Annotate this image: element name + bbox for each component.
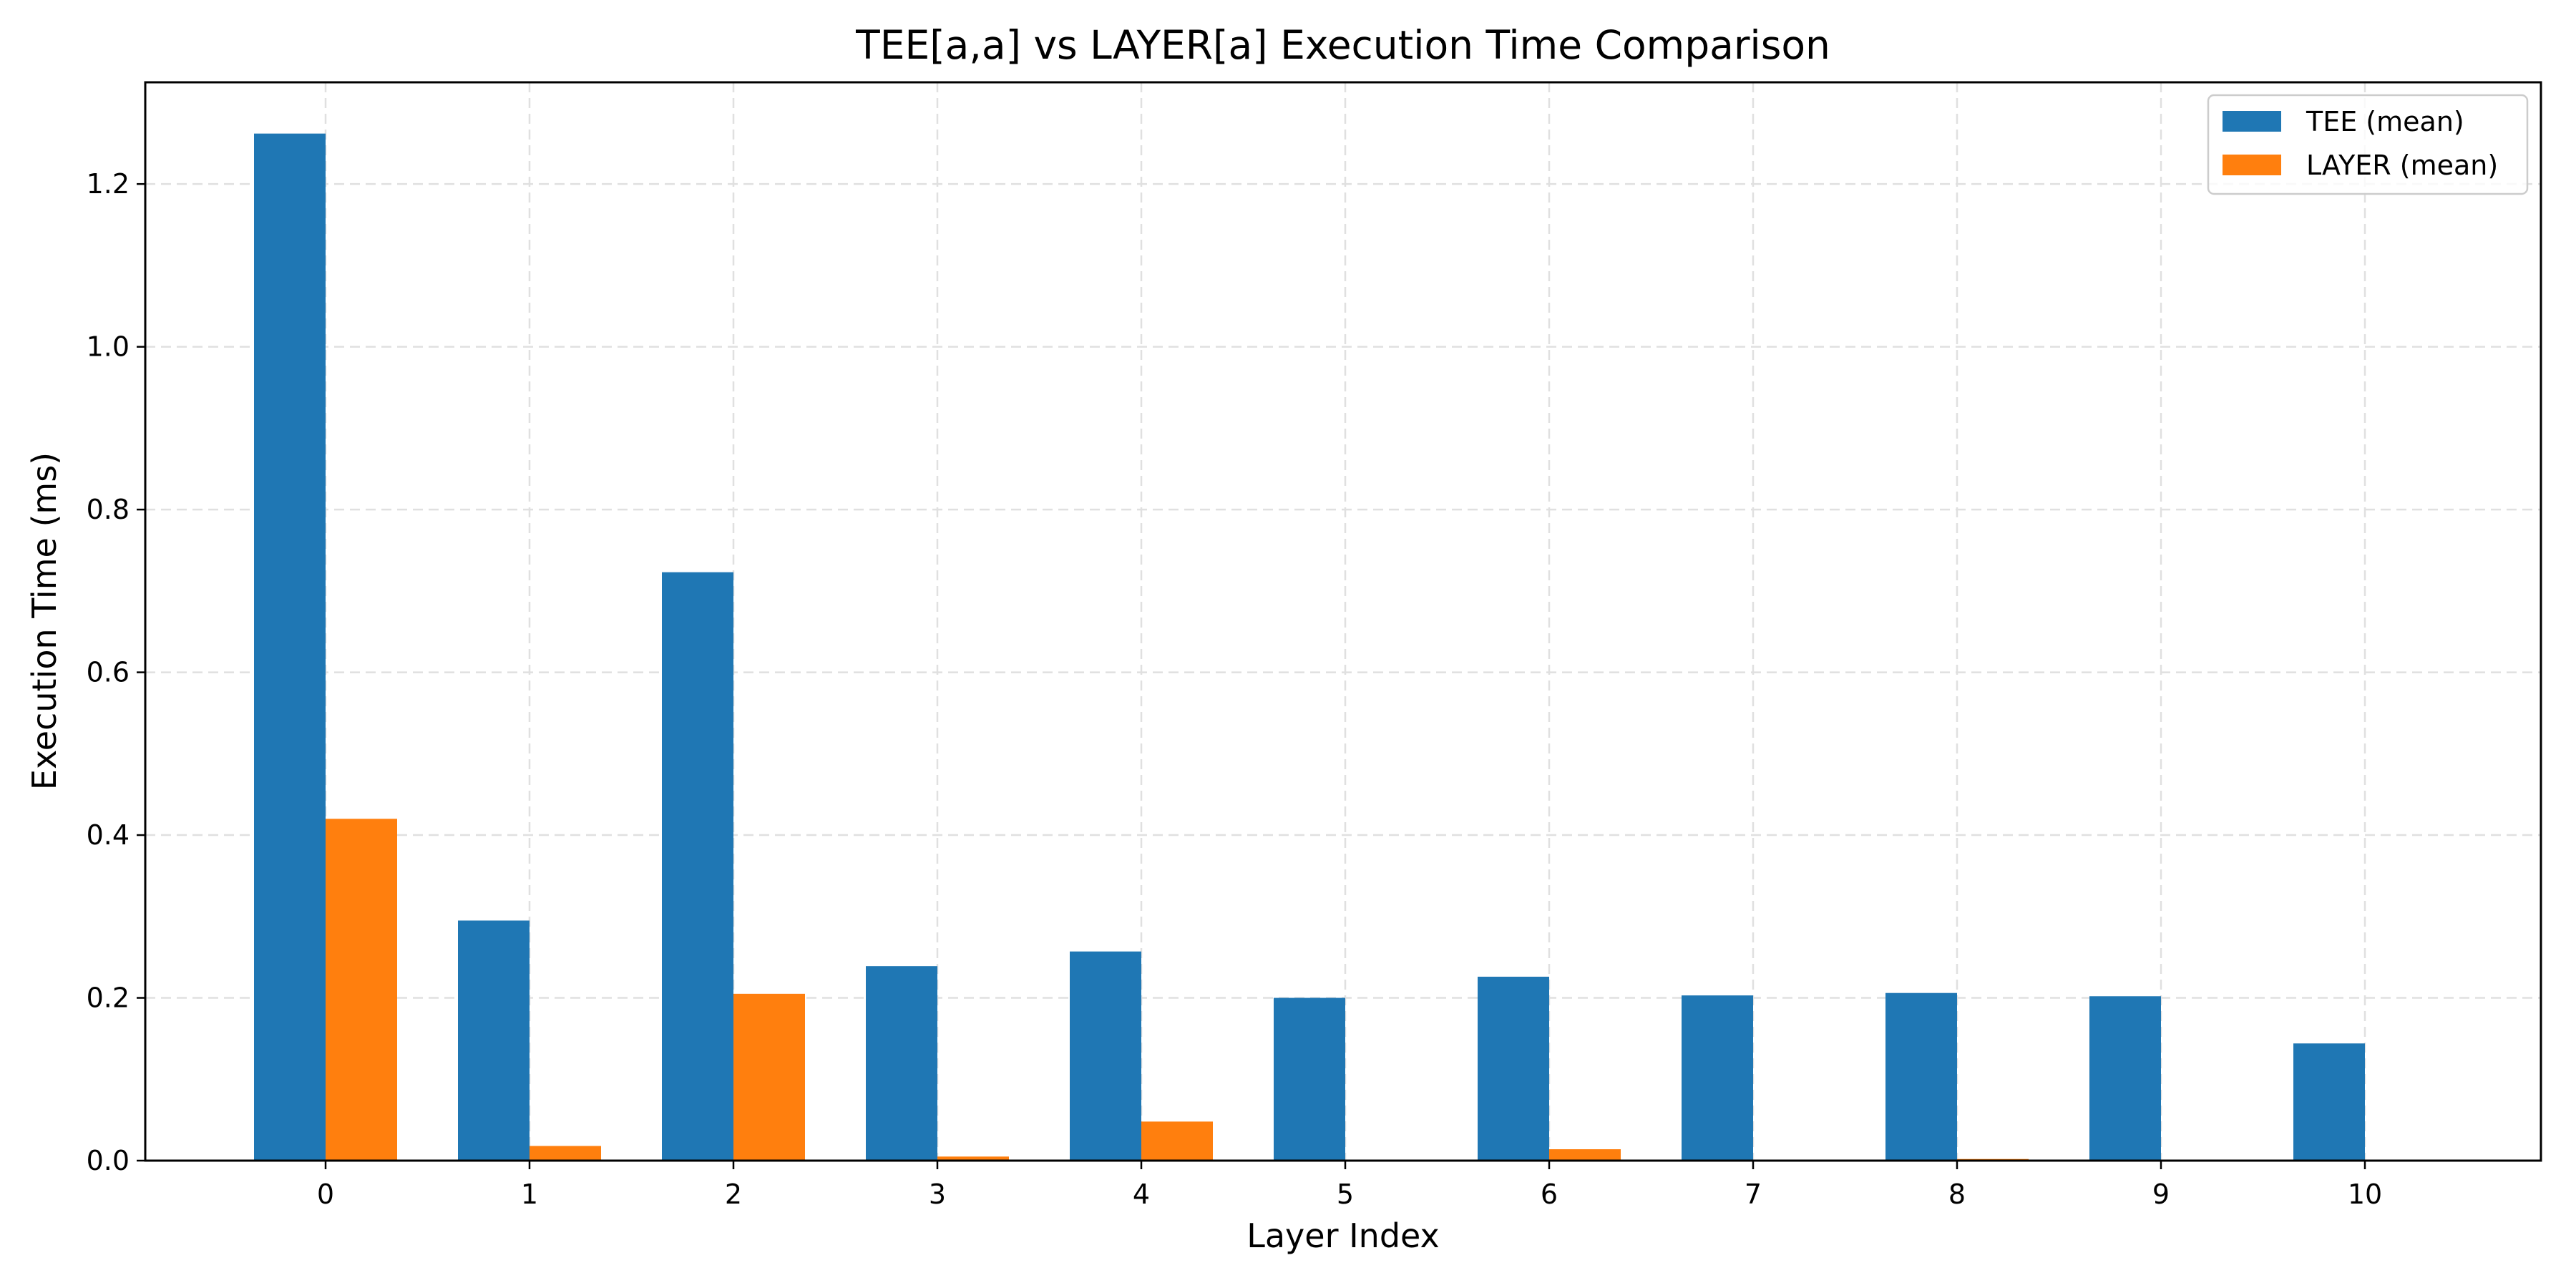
bar-tee — [254, 133, 326, 1161]
y-tick-label: 1.0 — [87, 331, 130, 363]
bar-tee — [458, 920, 530, 1161]
bar-tee — [1682, 995, 1753, 1161]
x-tick-label: 2 — [725, 1179, 742, 1210]
bar-tee — [662, 572, 733, 1161]
x-tick-label: 8 — [1948, 1179, 1966, 1210]
bar-tee — [1885, 992, 1957, 1161]
legend-label-layer: LAYER (mean) — [2306, 150, 2498, 181]
x-tick-label: 0 — [317, 1179, 334, 1210]
x-tick-label: 3 — [929, 1179, 946, 1210]
bar-tee — [2293, 1043, 2365, 1161]
legend-swatch-tee — [2223, 111, 2281, 132]
bars — [254, 133, 2365, 1161]
y-axis-label: Execution Time (ms) — [25, 452, 64, 790]
bar-layer — [530, 1146, 601, 1161]
y-tick-label: 0.2 — [87, 982, 130, 1014]
legend: TEE (mean) LAYER (mean) — [2207, 94, 2529, 195]
bar-tee — [1478, 976, 1549, 1161]
chart-title: TEE[a,a] vs LAYER[a] Execution Time Comp… — [855, 22, 1830, 68]
axis-ticks: 0.0 0.2 0.4 0.6 0.8 1.0 1.2 0 1 2 3 4 5 6 7 8 9 10 — [87, 168, 2383, 1210]
bar-tee — [2089, 996, 2161, 1161]
x-tick-label: 10 — [2348, 1179, 2382, 1210]
x-tick-label: 1 — [521, 1179, 538, 1210]
bar-layer — [937, 1156, 1009, 1161]
y-tick-label: 0.0 — [87, 1145, 130, 1176]
bar-layer — [733, 993, 805, 1161]
bar-tee — [1274, 997, 1345, 1161]
legend-swatch-layer — [2223, 155, 2281, 175]
x-tick-label: 7 — [1745, 1179, 1762, 1210]
x-axis-label: Layer Index — [1246, 1216, 1440, 1255]
bar-tee — [1070, 951, 1141, 1161]
bar-layer — [326, 819, 397, 1161]
bar-tee — [866, 966, 937, 1161]
x-tick-label: 4 — [1133, 1179, 1150, 1210]
y-tick-label: 0.4 — [87, 819, 130, 851]
plot-frame — [144, 81, 2542, 1162]
legend-label-tee: TEE (mean) — [2306, 106, 2464, 137]
y-tick-label: 0.8 — [87, 494, 130, 525]
bar-layer — [1549, 1149, 1621, 1161]
x-tick-label: 6 — [1541, 1179, 1558, 1210]
bar-layer — [1141, 1121, 1213, 1161]
x-tick-label: 9 — [2152, 1179, 2170, 1210]
legend-box — [2207, 94, 2529, 195]
y-tick-label: 1.2 — [87, 168, 130, 200]
y-tick-label: 0.6 — [87, 657, 130, 688]
x-tick-label: 5 — [1337, 1179, 1354, 1210]
